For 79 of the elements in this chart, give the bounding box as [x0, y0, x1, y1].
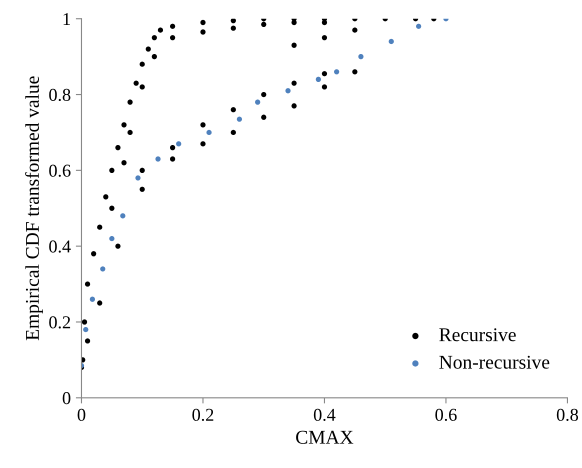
point: [152, 35, 157, 40]
point: [322, 35, 328, 40]
point: [155, 156, 161, 162]
point: [97, 300, 102, 306]
y-tick-label: 0.8: [49, 88, 70, 102]
point: [316, 76, 321, 82]
point: [158, 27, 164, 33]
y-tick-label: 0.2: [49, 316, 70, 329]
point: [200, 29, 206, 35]
point: [109, 206, 114, 211]
point: [291, 80, 297, 86]
point: [334, 69, 340, 74]
point: [140, 168, 145, 173]
point: [291, 103, 297, 109]
point: [206, 130, 212, 136]
point: [103, 194, 108, 200]
y-axis-title: Empirical CDF transformed value: [25, 76, 43, 340]
legend-label: Non-recursive: [439, 356, 550, 369]
point: [230, 130, 236, 136]
point: [134, 80, 139, 86]
point: [109, 168, 114, 173]
y-tick-label: 0.6: [49, 164, 71, 177]
point: [170, 35, 176, 40]
point: [176, 141, 182, 146]
point: [100, 266, 106, 272]
point: [120, 213, 126, 218]
point: [200, 122, 206, 128]
x-tick-label: 0.8: [556, 408, 578, 421]
point: [135, 175, 141, 181]
point: [91, 251, 96, 256]
point: [352, 69, 358, 74]
x-tick-label: 0.4: [314, 408, 336, 421]
point: [115, 244, 121, 249]
point: [322, 71, 328, 76]
point: [416, 24, 422, 29]
x-tick-label: 0: [78, 408, 86, 421]
point: [352, 27, 358, 33]
point: [388, 38, 394, 44]
point: [115, 145, 121, 150]
point: [146, 46, 151, 52]
point: [140, 186, 145, 192]
x-tick-label: 0.2: [192, 408, 214, 421]
point: [261, 114, 266, 120]
point: [170, 24, 176, 29]
x-tick-label: 0.6: [435, 408, 457, 421]
point: [140, 84, 145, 90]
point: [83, 326, 88, 332]
point: [255, 100, 260, 105]
point: [140, 62, 145, 67]
point: [236, 116, 242, 122]
y-tick-label: 0.4: [49, 240, 71, 253]
point: [230, 26, 236, 31]
point: [170, 145, 176, 150]
point: [109, 236, 114, 242]
point: [121, 160, 127, 166]
point: [230, 18, 236, 24]
legend-label: Recursive: [439, 328, 516, 342]
y-tick-label: 0: [62, 392, 70, 404]
point: [84, 281, 90, 287]
point: [322, 84, 328, 90]
point: [230, 107, 236, 112]
point: [82, 319, 88, 325]
point: [285, 88, 291, 94]
point: [97, 224, 102, 230]
point: [84, 338, 90, 344]
point: [152, 54, 157, 60]
point: [170, 156, 176, 162]
point: [127, 100, 133, 105]
point: [121, 122, 127, 128]
point: [358, 54, 364, 60]
x-axis-title: CMAX: [296, 430, 354, 444]
point: [200, 20, 206, 26]
point: [291, 42, 297, 48]
point: [90, 296, 96, 302]
point: [127, 130, 133, 136]
y-tick-label: 1: [64, 13, 70, 25]
point: [261, 92, 266, 98]
point: [200, 141, 206, 146]
point: [261, 22, 266, 28]
